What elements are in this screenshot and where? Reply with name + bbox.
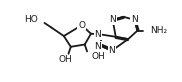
- Text: HO: HO: [25, 15, 38, 24]
- Text: NH₂: NH₂: [150, 26, 167, 35]
- Text: N: N: [108, 46, 115, 55]
- Text: N: N: [131, 15, 138, 24]
- Text: OH: OH: [92, 52, 106, 61]
- Text: N: N: [109, 15, 116, 24]
- Text: O: O: [78, 21, 85, 30]
- Text: OH: OH: [58, 55, 72, 64]
- Text: N: N: [94, 41, 101, 51]
- Text: N: N: [94, 30, 101, 39]
